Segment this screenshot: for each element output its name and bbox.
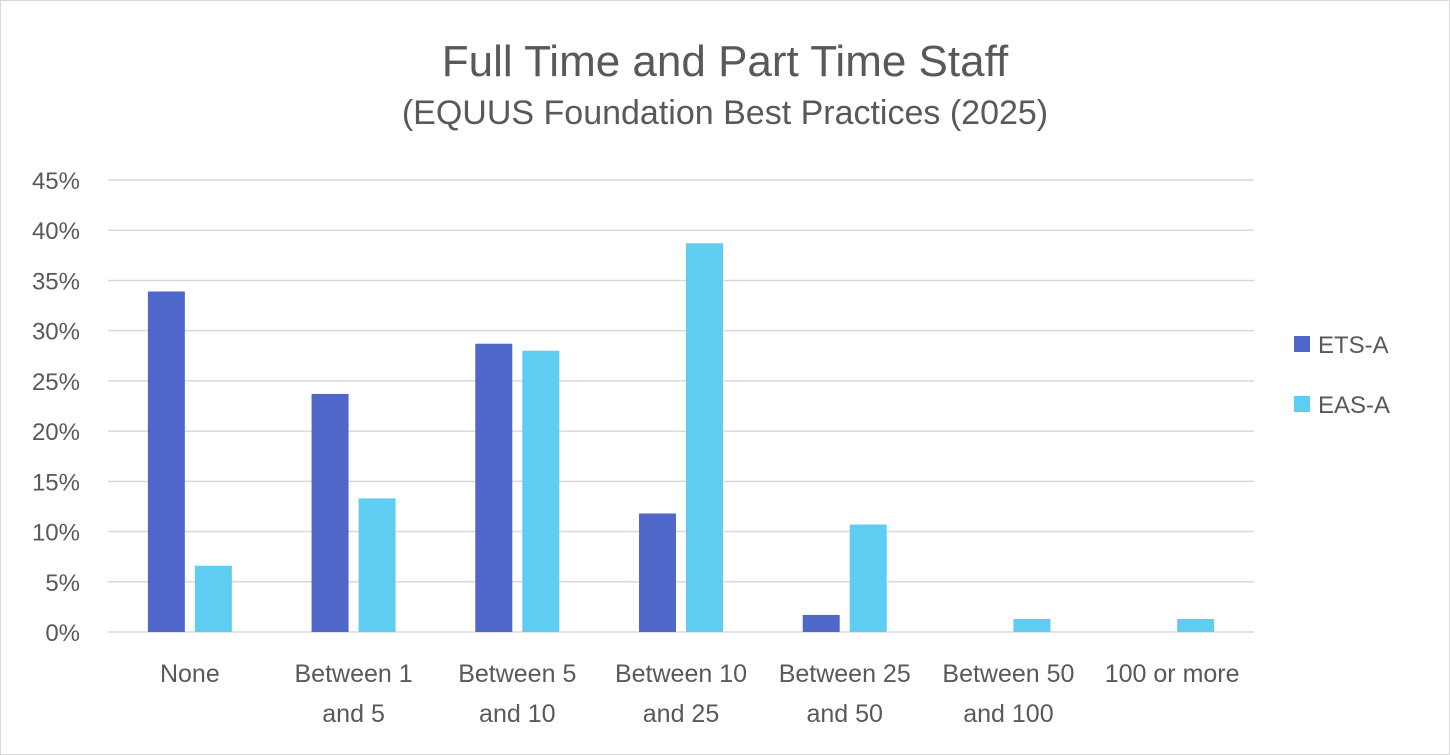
x-category-label: Between 5 (458, 660, 576, 688)
bar-eas-a-5 (1013, 618, 1051, 632)
x-category-label: and 50 (806, 700, 882, 728)
x-category-label: 100 or more (1105, 660, 1240, 688)
x-category-label: and 25 (643, 700, 719, 728)
bar-eas-a-0 (194, 565, 232, 632)
y-tick-label: 45% (32, 168, 80, 195)
legend-swatch-ets-a (1294, 336, 1310, 352)
y-tick-label: 15% (32, 469, 80, 496)
legend-swatch-eas-a (1294, 396, 1310, 412)
x-category-label: and 5 (322, 700, 385, 728)
bar-ets-a-2 (475, 343, 513, 632)
x-category-label: Between 25 (779, 660, 911, 688)
y-axis-ticks: 0% 5% 10% 15% 20% 25% 30% 35% 40% 45% (32, 168, 80, 647)
legend: ETS-A EAS-A (1294, 332, 1390, 419)
y-tick-label: 35% (32, 268, 80, 295)
x-category-label: and 100 (963, 700, 1053, 728)
legend-label-eas-a: EAS-A (1318, 392, 1390, 419)
bar-ets-a-0 (147, 291, 185, 632)
bar-eas-a-6 (1177, 618, 1215, 632)
bar-ets-a-4 (802, 614, 840, 632)
bar-ets-a-3 (639, 513, 676, 632)
y-tick-label: 10% (32, 520, 80, 547)
y-tick-label: 40% (32, 218, 80, 245)
bar-eas-a-2 (522, 350, 560, 632)
x-category-label: None (160, 660, 220, 688)
chart-subtitle: (EQUUS Foundation Best Practices (2025) (402, 94, 1048, 132)
y-tick-label: 20% (32, 419, 80, 446)
bars (147, 243, 1215, 632)
y-tick-label: 0% (45, 620, 80, 647)
bar-eas-a-3 (686, 243, 723, 632)
chart-title: Full Time and Part Time Staff (442, 37, 1009, 86)
legend-label-ets-a: ETS-A (1318, 332, 1389, 359)
x-category-label: and 10 (479, 700, 555, 728)
x-category-label: Between 50 (942, 660, 1074, 688)
y-tick-label: 30% (32, 319, 80, 346)
y-tick-label: 5% (45, 570, 80, 597)
x-axis-categories: None Between 1 and 5 Between 5 and 10 Between… (160, 660, 1240, 728)
x-category-label: Between 1 (295, 660, 413, 688)
gridlines (108, 179, 1254, 633)
x-category-label: Between 10 (615, 660, 747, 688)
bar-eas-a-4 (849, 524, 887, 632)
bar-eas-a-1 (358, 498, 396, 632)
bar-ets-a-1 (311, 393, 349, 632)
y-tick-label: 25% (32, 369, 80, 396)
